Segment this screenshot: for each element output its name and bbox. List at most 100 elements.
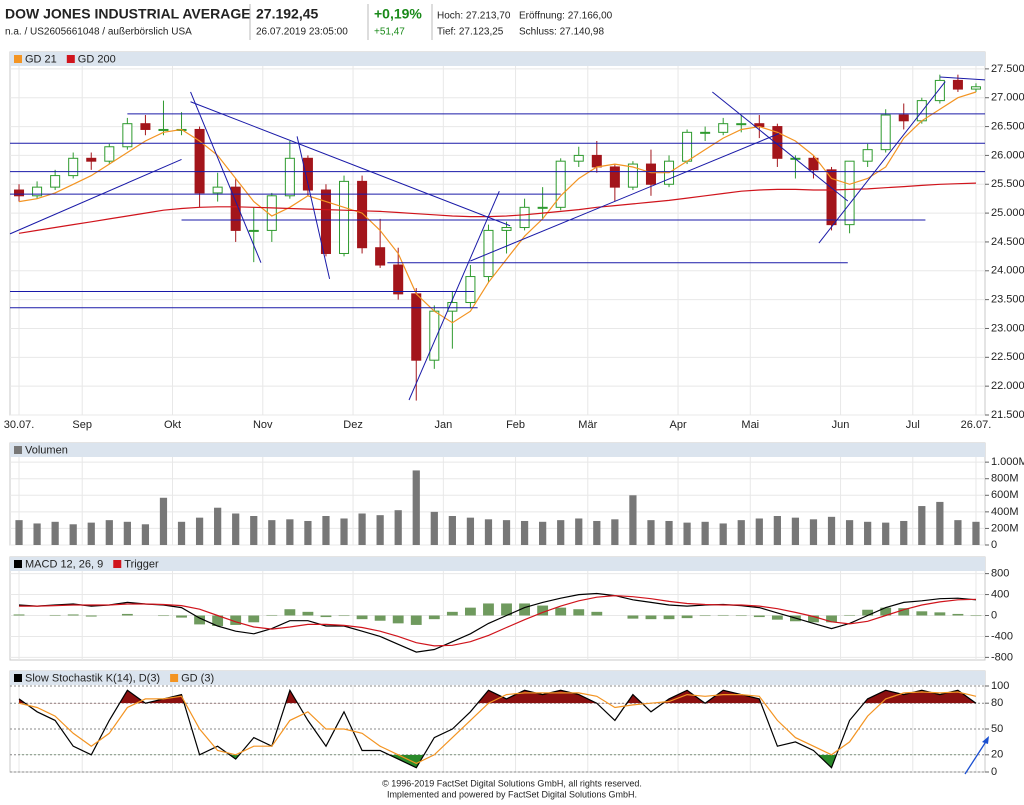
- histogram-bar: [85, 615, 97, 617]
- histogram-bar: [735, 615, 747, 617]
- arrow-head: [982, 736, 989, 744]
- x-tick-label: 30.07.: [4, 419, 35, 431]
- x-tick-label: Feb: [506, 419, 525, 431]
- legend-swatch: [170, 674, 179, 682]
- volume-bar: [33, 523, 41, 545]
- candle-body: [230, 186, 241, 231]
- candle-body: [898, 114, 909, 122]
- candle-body: [375, 247, 386, 266]
- histogram-bar: [465, 607, 476, 616]
- y-tick-label: 27.000: [991, 92, 1024, 104]
- histogram-bar: [808, 615, 819, 623]
- candle-body: [194, 128, 205, 194]
- candle-body: [501, 227, 512, 231]
- volume-bar: [177, 521, 186, 545]
- histogram-bar: [771, 615, 783, 620]
- x-tick-label: Okt: [164, 419, 181, 431]
- legend-label: GD 21: [25, 53, 57, 65]
- legend-label: Trigger: [124, 558, 159, 570]
- histogram-bar: [717, 614, 729, 616]
- candle-body: [826, 169, 837, 226]
- candle-body: [447, 302, 458, 312]
- price: 27.192,45: [256, 6, 318, 22]
- histogram-bar: [934, 612, 946, 616]
- histogram-bar: [898, 608, 910, 616]
- histogram-bar: [645, 615, 657, 620]
- candle-body: [302, 157, 313, 191]
- histogram-bar: [176, 615, 187, 618]
- volume-bar: [340, 518, 348, 545]
- volume-bar: [123, 521, 131, 545]
- close: Schluss: 27.140,98: [519, 27, 604, 38]
- histogram-bar: [194, 615, 205, 625]
- arrow-line: [964, 739, 988, 775]
- candle-body: [248, 229, 259, 232]
- candle-body: [645, 163, 656, 185]
- volume-bar: [701, 521, 709, 545]
- x-tick-label: Sep: [72, 419, 92, 431]
- legend-swatch: [14, 674, 22, 682]
- volume-bar: [936, 501, 944, 545]
- candle-body: [339, 180, 350, 254]
- volume-bar: [954, 520, 962, 545]
- y-tick-label: 0: [991, 609, 997, 621]
- histogram-bar: [483, 603, 494, 616]
- histogram-bar: [266, 614, 278, 616]
- volume-bar: [286, 519, 294, 545]
- histogram-bar: [537, 605, 549, 616]
- y-tick-label: 400M: [991, 506, 1019, 518]
- legend-bar: [10, 557, 985, 571]
- histogram-bar: [374, 615, 386, 621]
- candle-body: [718, 123, 729, 133]
- legend-label: Volumen: [25, 444, 68, 456]
- y-tick-label: 20: [991, 749, 1003, 761]
- histogram-bar: [302, 611, 314, 616]
- trendline: [408, 190, 500, 401]
- y-tick-label: 21.500: [991, 409, 1024, 421]
- change-abs: +51,47: [374, 27, 405, 38]
- footer: Implemented and powered by FactSet Digit…: [387, 789, 637, 799]
- legend-swatch: [14, 560, 22, 568]
- volume-bar: [195, 517, 204, 545]
- trendline: [712, 91, 849, 202]
- y-tick-label: 800M: [991, 473, 1019, 485]
- histogram-bar: [410, 615, 422, 625]
- volume-bar: [755, 518, 763, 545]
- volume-bar: [611, 519, 619, 545]
- candle-body: [320, 189, 331, 254]
- candle-body: [104, 146, 115, 162]
- candle-body: [140, 123, 151, 130]
- candle-body: [212, 186, 223, 194]
- histogram-bar: [753, 615, 765, 618]
- trendline: [939, 76, 986, 81]
- subtitle: n.a. / US2605661048 / außerbörslich USA: [5, 27, 192, 38]
- legend-label: MACD 12, 26, 9: [25, 558, 103, 570]
- candle-body: [284, 157, 295, 197]
- legend-bar: [10, 443, 985, 457]
- volume-bar: [557, 520, 565, 545]
- candle-body: [465, 276, 476, 304]
- legend-swatch: [113, 560, 122, 568]
- series-line: [18, 592, 977, 653]
- y-tick-label: 0: [991, 539, 997, 551]
- trendline: [296, 136, 331, 279]
- y-tick-label: 200M: [991, 522, 1019, 534]
- candle-body: [952, 79, 963, 90]
- histogram-bar: [67, 614, 79, 616]
- histogram-bar: [862, 609, 874, 616]
- low: Tief: 27.123,25: [437, 27, 504, 38]
- histogram-bar: [121, 613, 133, 616]
- volume-bar: [665, 520, 673, 545]
- volume-bar: [250, 516, 258, 545]
- y-tick-label: 0: [991, 766, 997, 778]
- volume-bar: [719, 523, 727, 545]
- candle-body: [880, 114, 891, 151]
- volume-bar: [882, 522, 890, 545]
- change-pct: +0,19%: [374, 6, 422, 22]
- histogram-bar: [555, 607, 567, 616]
- volume-bar: [105, 520, 113, 545]
- volume-bar: [918, 506, 926, 545]
- volume-bar: [304, 520, 312, 545]
- candle-body: [411, 293, 422, 361]
